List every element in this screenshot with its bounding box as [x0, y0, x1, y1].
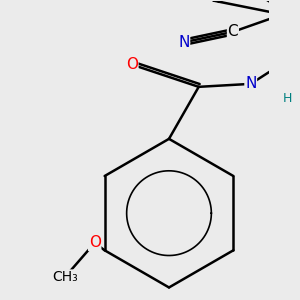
Text: C: C — [228, 24, 238, 39]
Text: CH₃: CH₃ — [52, 270, 78, 284]
Text: O: O — [89, 236, 101, 250]
Text: N: N — [178, 35, 190, 50]
Text: N: N — [245, 76, 256, 92]
Text: O: O — [126, 57, 138, 72]
Text: H: H — [283, 92, 292, 105]
